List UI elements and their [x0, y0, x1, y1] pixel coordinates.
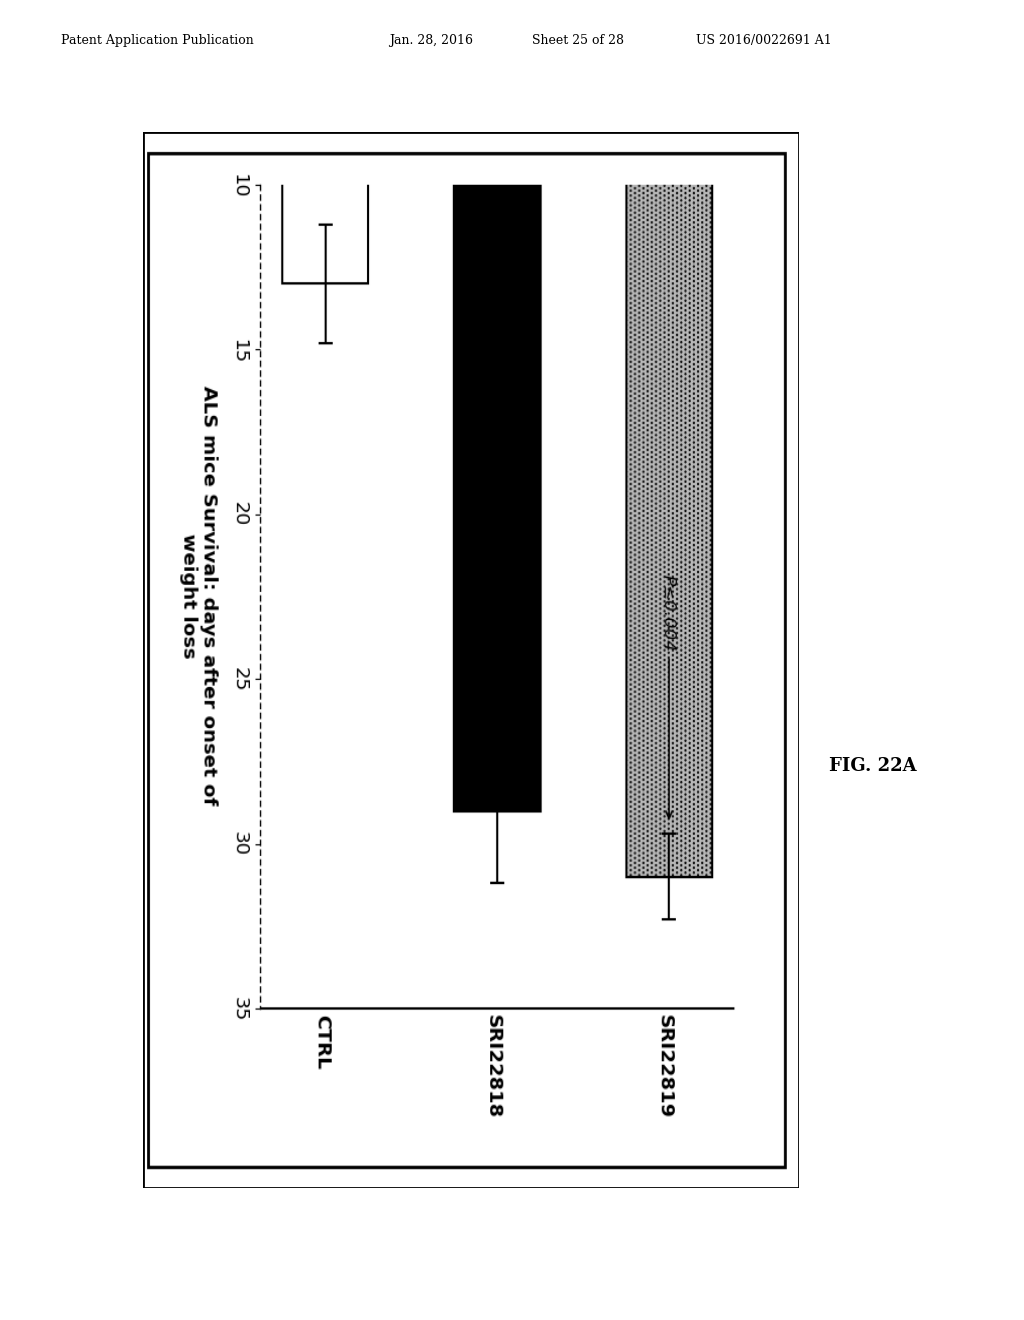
Text: Sheet 25 of 28: Sheet 25 of 28 — [532, 34, 625, 48]
Text: US 2016/0022691 A1: US 2016/0022691 A1 — [696, 34, 833, 48]
Bar — [143, 132, 799, 1188]
Text: Patent Application Publication: Patent Application Publication — [61, 34, 254, 48]
Text: FIG. 22A: FIG. 22A — [829, 756, 918, 775]
Text: Jan. 28, 2016: Jan. 28, 2016 — [389, 34, 473, 48]
